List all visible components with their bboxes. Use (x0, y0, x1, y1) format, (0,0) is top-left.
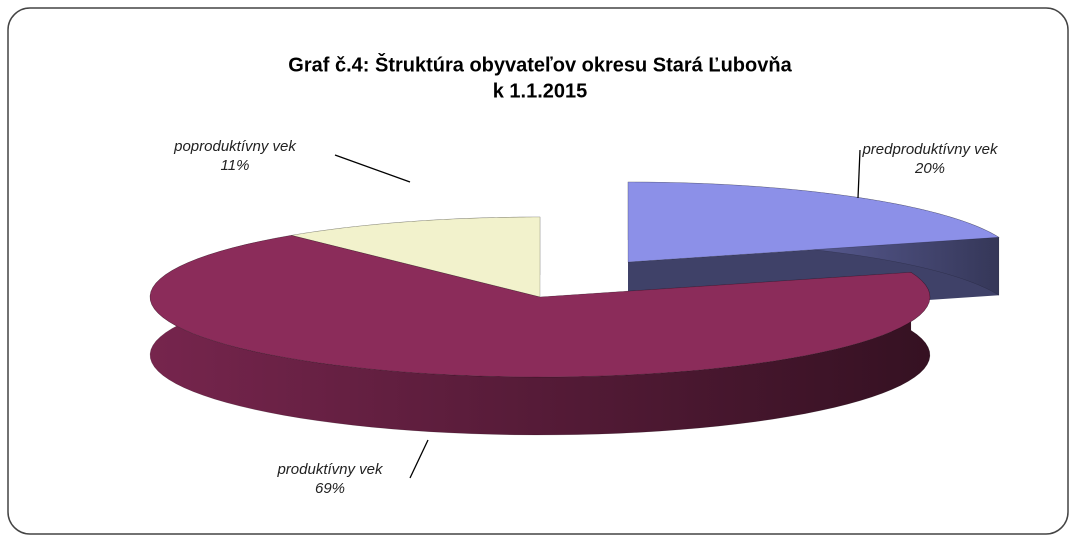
slice-top (149, 235, 931, 378)
labels: predproduktívny vek 20% produktívny vek 69%… (173, 138, 999, 497)
data-label: poproduktívny vek (173, 138, 297, 155)
data-label: produktívny vek (276, 461, 384, 478)
leader-line (857, 149, 861, 199)
data-label: 20% (914, 160, 945, 177)
chart-title: Graf č.4: Štruktúra obyvateľov okresu St… (288, 52, 792, 76)
chart-title: k 1.1.2015 (493, 80, 588, 102)
slice-top (627, 181, 1000, 263)
pie (149, 181, 1000, 436)
slice-top (291, 216, 541, 298)
leader-line (409, 439, 429, 479)
data-label: 11% (221, 157, 250, 174)
data-label: predproduktívny vek (861, 141, 999, 158)
slice (149, 235, 931, 436)
data-label: 69% (315, 480, 345, 497)
leader-line (334, 154, 411, 183)
